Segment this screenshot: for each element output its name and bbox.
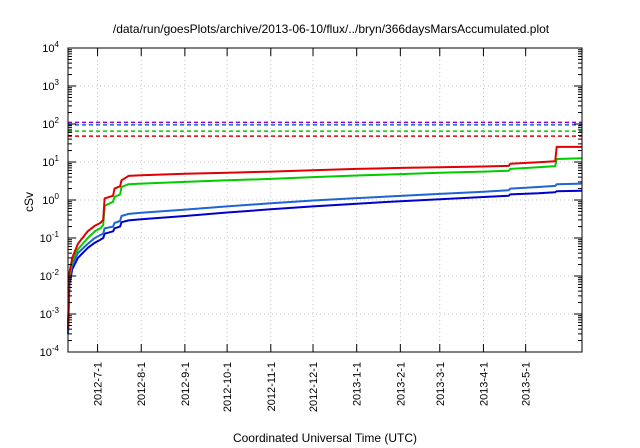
- x-axis-ticks: 2012-7-1 2012-8-1 2012-9-1 2012-10-1 2012-11…: [93, 48, 533, 412]
- y-tick-exponent: 2: [55, 116, 60, 125]
- x-tick-label: 2013-3-1: [435, 362, 447, 406]
- threshold-lines: [68, 121, 582, 137]
- y-tick-base: 10: [42, 195, 54, 207]
- y-tick-base: 10: [42, 119, 54, 131]
- series-line: [67, 145, 582, 330]
- x-tick-label: 2013-5-1: [521, 362, 533, 406]
- y-tick-label: 103: [42, 78, 59, 93]
- y-tick-exponent: -2: [52, 268, 60, 277]
- y-tick-base: 10: [42, 43, 54, 55]
- y-tick-base: 10: [40, 309, 52, 321]
- series-line: [67, 182, 583, 334]
- x-tick-label: 2012-8-1: [136, 362, 148, 406]
- y-tick-base: 10: [42, 157, 54, 169]
- y-tick-label: 10-4: [40, 344, 60, 359]
- series-line: [67, 189, 583, 334]
- y-tick-exponent: 0: [55, 192, 60, 201]
- y-tick-label: 10-2: [40, 268, 60, 283]
- y-axis-label: cSv: [22, 192, 36, 212]
- x-tick-label: 2013-1-1: [352, 362, 364, 406]
- chart-title: /data/run/goesPlots/archive/2013-06-10/f…: [113, 22, 550, 36]
- series-lines: [67, 145, 583, 334]
- x-tick-label: 2013-2-1: [395, 362, 407, 406]
- x-tick-label: 2012-11-1: [266, 362, 278, 411]
- series-line: [67, 157, 583, 330]
- y-tick-exponent: 1: [55, 154, 60, 163]
- x-tick-label: 2012-7-1: [93, 362, 105, 406]
- x-axis-label: Coordinated Universal Time (UTC): [233, 431, 417, 445]
- y-tick-label: 104: [42, 40, 59, 55]
- y-tick-label: 101: [42, 154, 59, 169]
- y-tick-base: 10: [40, 271, 52, 283]
- y-tick-exponent: 3: [55, 78, 60, 87]
- y-tick-exponent: 4: [55, 40, 60, 49]
- y-tick-base: 10: [42, 81, 54, 93]
- y-tick-label: 10-1: [40, 230, 60, 245]
- x-tick-label: 2012-12-1: [308, 362, 320, 412]
- y-tick-base: 10: [40, 347, 52, 359]
- y-tick-exponent: -4: [52, 344, 60, 353]
- x-tick-label: 2012-10-1: [222, 362, 234, 412]
- y-tick-exponent: -1: [52, 230, 60, 239]
- y-tick-label: 100: [42, 192, 59, 207]
- y-tick-base: 10: [40, 233, 52, 245]
- y-tick-label: 10-3: [40, 306, 60, 321]
- x-tick-label: 2012-9-1: [180, 362, 192, 406]
- x-tick-label: 2013-4-1: [478, 362, 490, 406]
- y-tick-exponent: -3: [52, 306, 60, 315]
- y-tick-label: 102: [42, 116, 59, 131]
